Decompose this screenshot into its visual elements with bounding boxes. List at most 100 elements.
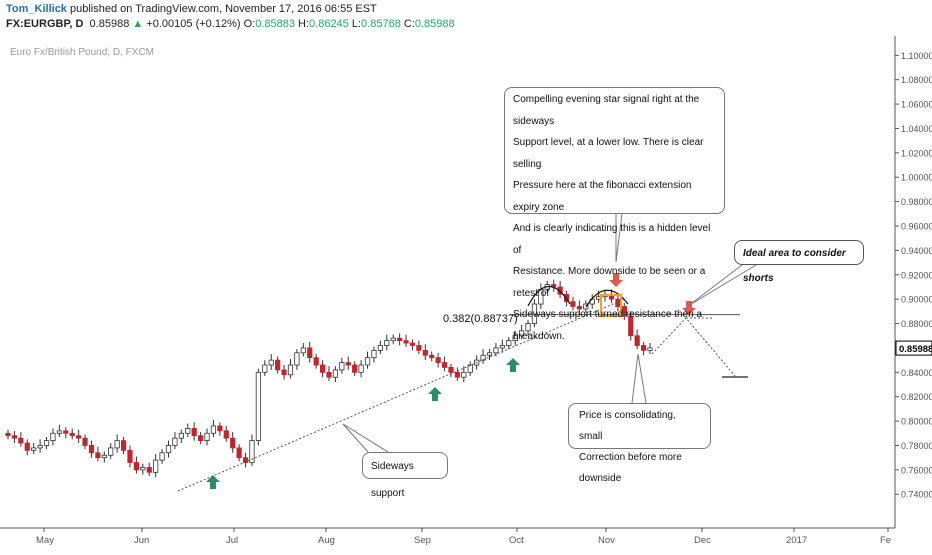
candle-body xyxy=(120,440,127,451)
candle-body xyxy=(185,428,191,434)
chart-title: Euro Fx/British Pound, D, FXCM xyxy=(10,47,154,58)
candle-body xyxy=(197,435,204,441)
price-tick-label: 0.90000 xyxy=(901,295,932,305)
candle-body xyxy=(422,349,428,356)
time-tick-label: Aug xyxy=(318,535,335,546)
candle-body xyxy=(647,347,653,351)
callout-pointer xyxy=(615,213,623,263)
symbol-label: FX:EURGBP, D xyxy=(6,18,84,30)
candle-body xyxy=(448,367,454,373)
candle-body xyxy=(429,354,435,359)
change-value: +0.00105 (+0.12%) xyxy=(146,18,241,30)
candle-body xyxy=(11,435,18,439)
candle-body xyxy=(230,437,236,449)
open-label: O: xyxy=(243,18,256,30)
candles-layer xyxy=(5,279,653,478)
buy-arrow-icon xyxy=(506,358,520,372)
candle-body xyxy=(294,352,300,366)
candle-body xyxy=(133,462,139,471)
support-note: Sideways support xyxy=(362,452,448,499)
candle-body xyxy=(242,457,249,463)
time-tick-label: Jun xyxy=(134,535,149,546)
note-line: Compelling evening star signal right at … xyxy=(513,94,700,127)
candle-body xyxy=(249,440,255,463)
candle-body xyxy=(519,330,525,337)
price-chart[interactable]: 0.74000 0.76000 0.78000 0.80000 0.82000 0.840… xyxy=(0,36,932,550)
price-tick-label: 0.98000 xyxy=(901,197,932,207)
price-tick-label: 1.02000 xyxy=(901,148,932,158)
candle-body xyxy=(159,452,165,461)
candle-body xyxy=(506,340,512,346)
price-tick-label: 1.06000 xyxy=(901,100,932,110)
price-tick-label: 0.78000 xyxy=(901,441,932,451)
candle-body xyxy=(204,432,210,441)
candle-body xyxy=(275,359,281,371)
sell-arrow-icon xyxy=(609,273,623,287)
evening-star-box xyxy=(600,294,622,317)
candle-body xyxy=(319,364,326,373)
candle-body xyxy=(390,337,396,342)
candle-body xyxy=(236,447,242,459)
candle-body xyxy=(493,347,499,354)
author-link[interactable]: Tom_Killick xyxy=(6,3,67,15)
candle-body xyxy=(217,425,223,432)
candle-body xyxy=(416,345,422,351)
close-value: 0.85988 xyxy=(414,18,455,30)
candle-body xyxy=(441,362,448,368)
chart-area[interactable]: 0.74000 0.76000 0.78000 0.80000 0.82000 0.840… xyxy=(0,36,932,550)
candle-body xyxy=(525,323,531,332)
candle-body xyxy=(101,454,107,459)
candle-body xyxy=(268,359,274,366)
note-line: Pressure here at the fibonacci extension… xyxy=(513,180,692,213)
candle-body xyxy=(403,340,409,344)
candle-body xyxy=(377,345,383,351)
candle-body xyxy=(172,437,178,446)
candle-body xyxy=(557,286,563,295)
sell-arrow-icon xyxy=(682,301,696,315)
candle-body xyxy=(531,303,538,324)
time-tick-label: May xyxy=(36,535,54,546)
shorts-note: Ideal area to consider shorts xyxy=(734,240,864,284)
candle-body xyxy=(634,335,640,346)
price-tick-label: 1.00000 xyxy=(901,173,932,183)
consolidation-note: Price is consolidating, small Correction… xyxy=(568,403,711,484)
candle-body xyxy=(18,437,24,444)
low-label: L: xyxy=(351,18,362,30)
candle-body xyxy=(210,425,217,434)
candle-body xyxy=(300,347,306,354)
price-tick-label: 0.80000 xyxy=(901,417,932,427)
price-tick-label: 0.76000 xyxy=(901,465,932,475)
candle-body xyxy=(114,440,120,449)
time-tick-label: Sep xyxy=(414,535,431,546)
candle-body xyxy=(255,371,261,441)
candle-body xyxy=(24,442,30,451)
up-arrow-icon: ▲ xyxy=(132,18,144,30)
last-price-label: 0.85988 xyxy=(899,344,932,355)
candle-body xyxy=(640,345,647,351)
time-tick-label: Nov xyxy=(598,535,615,546)
candle-body xyxy=(570,301,576,307)
price-tick-label: 0.92000 xyxy=(901,270,932,280)
note-line: Resistance. More downside to be seen or … xyxy=(513,266,706,299)
price-tick-label: 0.94000 xyxy=(901,246,932,256)
callout-pointer xyxy=(631,353,647,404)
callout-pointer xyxy=(342,423,389,453)
candle-body xyxy=(5,432,11,437)
candle-body xyxy=(31,447,37,451)
candle-body xyxy=(364,357,371,366)
candle-body xyxy=(621,306,627,317)
top-arc xyxy=(585,289,629,308)
price-tick-label: 0.84000 xyxy=(901,368,932,378)
candle-body xyxy=(576,306,582,310)
open-value: 0.85883 xyxy=(255,18,295,30)
last-price: 0.85988 xyxy=(89,18,130,30)
candle-body xyxy=(140,467,146,471)
candle-body xyxy=(191,428,197,437)
candle-body xyxy=(95,452,101,459)
ohlc-line: FX:EURGBP, D 0.85988 ▲ +0.00105 (+0.12%)… xyxy=(6,18,455,30)
candle-body xyxy=(435,357,441,363)
candle-body xyxy=(628,315,634,337)
candle-body xyxy=(127,449,133,463)
candle-body xyxy=(499,345,505,349)
candle-body xyxy=(50,432,56,441)
